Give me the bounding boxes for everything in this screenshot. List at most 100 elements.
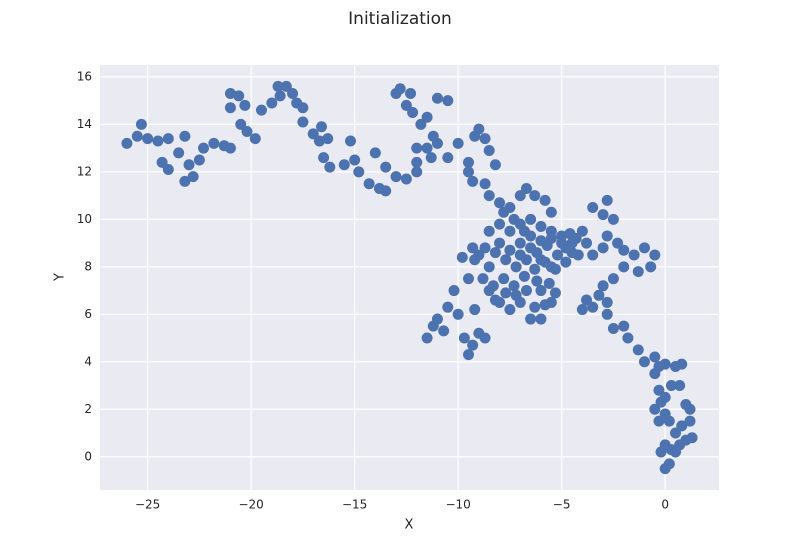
point (142, 133, 154, 145)
point (504, 304, 516, 316)
point (421, 111, 433, 123)
chart-title: Initialization (348, 9, 452, 29)
point (463, 166, 475, 178)
point (649, 351, 661, 363)
point (431, 313, 443, 325)
point (514, 237, 526, 249)
point (483, 225, 495, 237)
point (135, 118, 147, 130)
point (653, 384, 665, 396)
point (421, 142, 433, 154)
point (483, 190, 495, 202)
point (193, 154, 205, 166)
point (500, 254, 512, 266)
y-tick-label: 6 (84, 307, 92, 321)
point (632, 344, 644, 356)
x-tick-label: −15 (342, 498, 367, 512)
point (407, 106, 419, 118)
point (649, 403, 661, 415)
point (684, 415, 696, 427)
point (676, 420, 688, 432)
point (390, 171, 402, 183)
point (369, 147, 381, 159)
point (224, 102, 236, 114)
point (535, 285, 547, 297)
point (415, 118, 427, 130)
point (467, 242, 479, 254)
point (607, 213, 619, 225)
point (353, 166, 365, 178)
y-tick-label: 8 (84, 259, 92, 273)
point (676, 358, 688, 370)
point (198, 142, 210, 154)
point (266, 97, 278, 109)
point (280, 80, 292, 92)
point (572, 249, 584, 261)
point (479, 332, 491, 344)
points (121, 80, 698, 475)
point (452, 308, 464, 320)
point (645, 261, 657, 273)
point (535, 235, 547, 247)
point (525, 313, 537, 325)
point (448, 285, 460, 297)
point (183, 159, 195, 171)
point (587, 201, 599, 213)
y-tick-label: 10 (77, 212, 92, 226)
y-tick-label: 0 (84, 449, 92, 463)
point (552, 249, 564, 261)
point (463, 273, 475, 285)
x-tick-label: −25 (135, 498, 160, 512)
point (545, 232, 557, 244)
point (539, 194, 551, 206)
point (380, 185, 392, 197)
point (442, 301, 454, 313)
point (469, 254, 481, 266)
point (529, 190, 541, 202)
point (458, 332, 470, 344)
point (601, 194, 613, 206)
point (489, 247, 501, 259)
point (494, 237, 506, 249)
point (670, 427, 682, 439)
point (529, 301, 541, 313)
point (560, 256, 572, 268)
point (363, 178, 375, 190)
point (612, 237, 624, 249)
y-tick-label: 2 (84, 402, 92, 416)
point (525, 242, 537, 254)
point (628, 249, 640, 261)
point (121, 137, 133, 149)
point (442, 152, 454, 164)
point (338, 159, 350, 171)
point (587, 301, 599, 313)
point (297, 116, 309, 128)
x-tick-label: −20 (238, 498, 263, 512)
point (632, 266, 644, 278)
point (520, 285, 532, 297)
point (545, 206, 557, 218)
point (187, 171, 199, 183)
point (469, 304, 481, 316)
point (156, 156, 168, 168)
point (570, 232, 582, 244)
point (239, 99, 251, 111)
x-axis-label: X (405, 518, 414, 533)
point (477, 273, 489, 285)
point (438, 325, 450, 337)
point (529, 263, 541, 275)
point (233, 90, 245, 102)
point (297, 102, 309, 114)
point (318, 152, 330, 164)
point (272, 80, 284, 92)
point (313, 135, 325, 147)
point (235, 118, 247, 130)
point (224, 142, 236, 154)
point (655, 396, 667, 408)
point (510, 289, 522, 301)
point (581, 237, 593, 249)
point (659, 358, 671, 370)
point (179, 130, 191, 142)
y-tick-label: 14 (77, 117, 92, 131)
